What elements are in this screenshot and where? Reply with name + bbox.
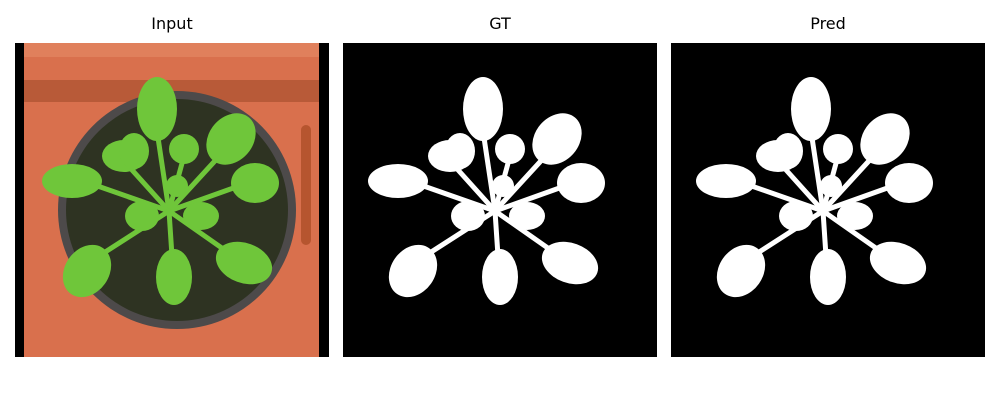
panel-title: GT [489,14,511,33]
pred-mask [671,43,985,357]
gt-mask [343,43,657,357]
input-image [15,43,329,357]
panel-title: Input [151,14,192,33]
panel-title: Pred [810,14,846,33]
